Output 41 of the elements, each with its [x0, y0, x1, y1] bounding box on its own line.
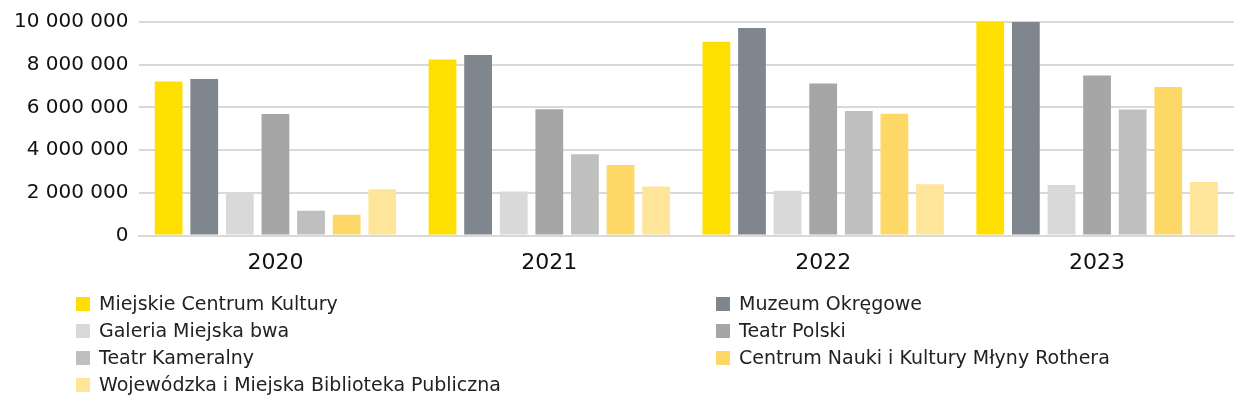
bar: [916, 184, 944, 235]
y-tick-label: 0: [115, 221, 129, 246]
bar: [1118, 109, 1147, 235]
legend-label: Muzeum Okręgowe: [739, 291, 923, 316]
bar: [571, 154, 599, 235]
bar: [844, 111, 873, 235]
x-tick-label: 2023: [1069, 248, 1126, 274]
bar: [190, 79, 219, 235]
bar: [1154, 86, 1183, 235]
bar: [1083, 75, 1111, 235]
bar: [606, 164, 635, 235]
bar: [332, 214, 361, 235]
bar: [368, 189, 397, 235]
y-tick-label: 8 000 000: [26, 50, 129, 75]
x-tick-label: 2022: [795, 248, 852, 274]
legend-label: Centrum Nauki i Kultury Młyny Rothera: [739, 345, 1110, 370]
bar: [702, 41, 731, 235]
bar: [428, 59, 457, 235]
bar: [535, 109, 564, 235]
y-tick-label: 4 000 000: [26, 136, 129, 161]
bar: [464, 55, 492, 235]
legend-label: Teatr Polski: [739, 318, 846, 343]
y-tick-label: 6 000 000: [26, 93, 129, 118]
bar: [642, 186, 671, 235]
bar: [261, 114, 290, 235]
bar: [976, 22, 1005, 235]
bar: [297, 210, 325, 235]
y-tick-label: 2 000 000: [26, 179, 129, 204]
legend-label: Miejskie Centrum Kultury: [99, 291, 338, 316]
x-tick-label: 2020: [247, 248, 304, 274]
bar: [154, 81, 183, 235]
bar: [738, 27, 766, 235]
legend-label: Galeria Miejska bwa: [99, 318, 290, 343]
bar: [880, 113, 909, 235]
y-tick-label: 10 000 000: [14, 8, 129, 33]
bar: [1011, 22, 1040, 235]
bar: [809, 83, 838, 235]
x-tick-label: 2021: [521, 248, 578, 274]
legend-label: Teatr Kameralny: [99, 345, 254, 370]
bar: [1189, 181, 1218, 235]
legend-label: Wojewódzka i Miejska Biblioteka Publiczna: [99, 372, 501, 397]
